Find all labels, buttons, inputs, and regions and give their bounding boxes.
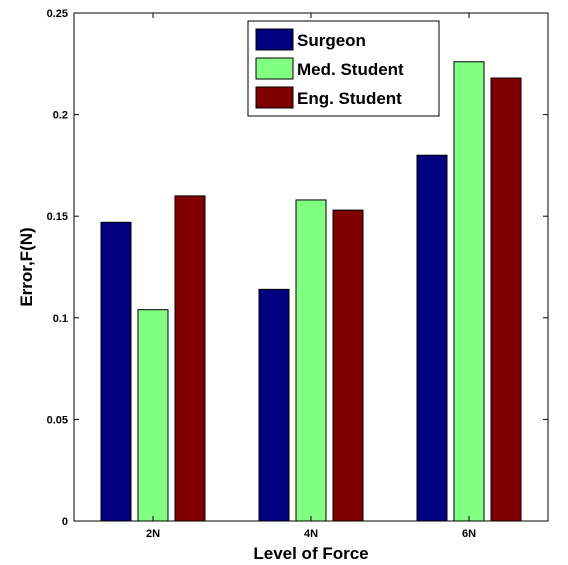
y-tick-label: 0.15 (47, 211, 68, 223)
x-tick-label: 4N (304, 528, 318, 540)
bars-group (100, 61, 522, 522)
legend-label: Med. Student (297, 60, 404, 79)
y-tick-label: 0 (62, 516, 68, 528)
legend-swatch (255, 57, 294, 80)
bar-eng-student-4n (332, 209, 364, 522)
y-tick-label: 0.1 (53, 313, 68, 325)
bar-surgeon-4n (258, 288, 290, 522)
bar-surgeon-6n (416, 154, 448, 522)
x-tick-label: 6N (462, 528, 476, 540)
x-axis-ticks: 2N 4N 6N (146, 13, 476, 540)
legend-label: Surgeon (297, 31, 366, 50)
y-tick-label: 0.25 (47, 8, 68, 20)
y-tick-label: 0.05 (47, 414, 68, 426)
x-tick-label: 2N (146, 528, 160, 540)
x-axis-label: Level of Force (253, 544, 368, 563)
bar-med-student-4n (295, 199, 327, 522)
bar-med-student-2n (137, 309, 169, 522)
y-axis-label: Error,F(N) (17, 227, 36, 306)
legend-swatch (255, 28, 294, 51)
bar-eng-student-6n (490, 77, 522, 522)
bar-med-student-6n (453, 61, 485, 522)
bar-eng-student-2n (174, 195, 206, 522)
legend-swatch (255, 86, 294, 109)
bar-surgeon-2n (100, 221, 132, 522)
y-axis-ticks: 0 0.05 0.1 0.15 0.2 0.25 (47, 8, 548, 528)
y-tick-label: 0.2 (53, 110, 68, 122)
legend: Surgeon Med. Student Eng. Student (247, 20, 440, 117)
legend-label: Eng. Student (297, 89, 402, 108)
